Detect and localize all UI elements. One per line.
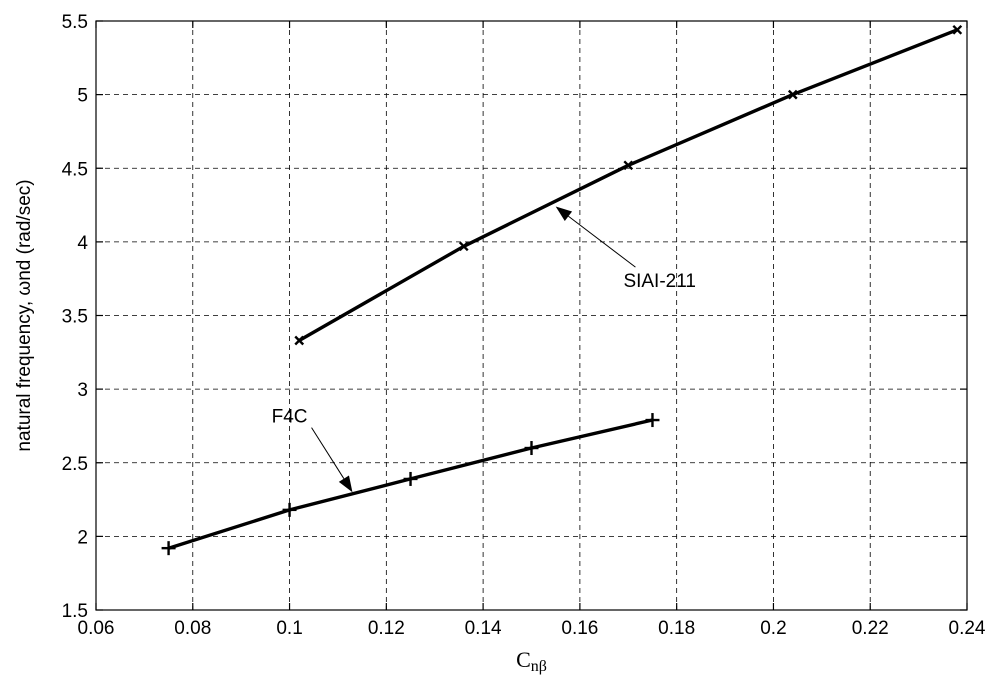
y-tick-label: 2.5 — [62, 454, 88, 475]
y-tick-label: 4 — [77, 233, 88, 254]
data-point — [294, 335, 305, 346]
annotation-arrow-head — [555, 206, 573, 221]
data-point — [787, 89, 798, 100]
series-line — [298, 28, 958, 342]
annotation-label: F4C — [272, 407, 308, 428]
x-axis-label-subscript: nβ — [531, 658, 547, 675]
x-tick-label: 0.24 — [949, 618, 986, 639]
y-tick-label: 5.5 — [62, 12, 88, 33]
annotation-arrow-shaft — [311, 427, 345, 479]
x-tick-label: 0.2 — [760, 618, 786, 639]
x-tick-label: 0.08 — [174, 618, 211, 639]
series-1 — [294, 24, 963, 346]
x-axis-label: Cnβ — [516, 647, 547, 675]
data-point — [645, 413, 660, 428]
data-point — [952, 24, 963, 35]
annotation-arrow-shaft — [568, 215, 636, 268]
y-tick-label: 5 — [77, 86, 88, 107]
y-tick-label: 4.5 — [62, 159, 88, 180]
annotation: F4C — [272, 407, 353, 493]
y-tick-label: 3 — [77, 380, 88, 401]
y-axis-label: natural frequency, ωnd (rad/sec) — [14, 179, 35, 451]
y-tick-label: 3.5 — [62, 307, 88, 328]
data-point — [282, 502, 297, 517]
data-point — [458, 241, 469, 252]
x-tick-label: 0.06 — [78, 618, 115, 639]
annotation-arrow-head — [338, 475, 353, 493]
annotation-label: SIAI-211 — [623, 271, 696, 292]
y-tick-label: 2 — [77, 527, 88, 548]
x-axis-label-main: C — [516, 647, 531, 672]
data-point — [623, 160, 634, 171]
x-tick-label: 0.16 — [561, 618, 598, 639]
data-point — [524, 441, 539, 456]
annotations: SIAI-211 F4C — [272, 206, 696, 493]
series-2 — [161, 413, 660, 556]
x-tick-label: 0.1 — [276, 618, 302, 639]
x-tick-label: 0.18 — [658, 618, 695, 639]
x-tick-labels: 0.06 0.08 0.1 0.12 0.14 0.16 0.18 0.2 0.22 0.24 — [78, 618, 986, 639]
x-tick-label: 0.12 — [368, 618, 405, 639]
data-point — [403, 471, 418, 486]
grid — [96, 21, 967, 610]
y-tick-labels: 1.5 2 2.5 3 3.5 4 4.5 5 5.5 — [62, 12, 89, 622]
y-tick-label: 1.5 — [62, 601, 88, 622]
annotation: SIAI-211 — [555, 206, 696, 292]
x-tick-label: 0.14 — [465, 618, 502, 639]
ticks — [95, 20, 968, 611]
x-tick-label: 0.22 — [852, 618, 889, 639]
data-point — [161, 541, 176, 556]
series — [161, 24, 963, 556]
